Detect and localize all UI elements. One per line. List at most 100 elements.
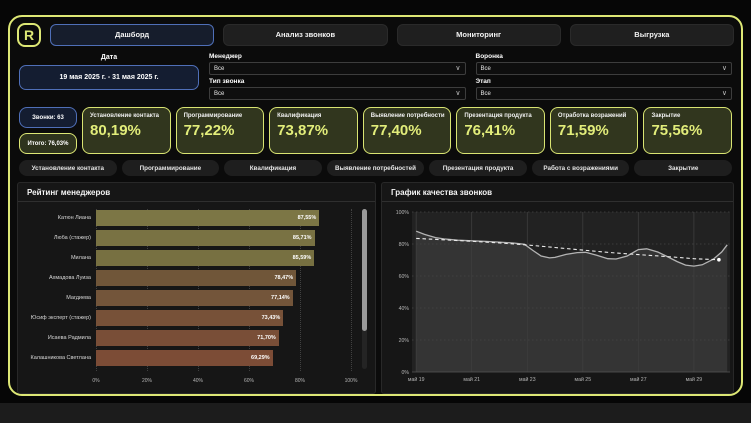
kpi-card-qualification: Квалификация 73,87% [269, 107, 358, 154]
svg-text:май 19: май 19 [408, 376, 425, 383]
bar-chart-x-tick: 40% [192, 378, 204, 384]
app-logo: R [17, 22, 41, 47]
section-tab-closing[interactable]: Закрытие [634, 160, 733, 176]
section-tab-qualification[interactable]: Квалификация [224, 160, 322, 176]
manager-filter: Менеджер Все ∨ [209, 53, 466, 75]
bar-chart-x-tick: 0% [92, 378, 100, 384]
bar-row: Магдиева 77,14% [26, 289, 367, 306]
kpi-card-label: Программирование [183, 113, 243, 119]
tab-monitoring[interactable]: Мониторинг [396, 23, 561, 46]
kpi-card-value: 80,19% [90, 122, 141, 139]
call-type-select[interactable]: Все ∨ [209, 87, 466, 100]
funnel-select[interactable]: Все ∨ [475, 62, 732, 75]
kpi-card-value: 77,40% [370, 122, 422, 139]
bar-chart-gridline [300, 209, 301, 371]
kpi-card-value: 77,22% [183, 122, 235, 139]
svg-text:май 21: май 21 [463, 376, 480, 383]
bar-rows: Катюн Лиана 87,55% Люба (стажер) 85,71% Мила… [26, 209, 367, 366]
bar-value-label: 87,55% [297, 214, 317, 221]
calls-count-badge: Звонки: 63 [19, 107, 77, 128]
svg-text:80%: 80% [399, 242, 410, 248]
kpi-card-value: 73,87% [277, 122, 329, 139]
bar-category-label: Люба (стажер) [53, 234, 91, 241]
tab-export[interactable]: Выгрузка [569, 23, 734, 46]
manager-rating-title: Рейтинг менеджеров [18, 183, 375, 202]
section-tab-needs[interactable]: Выявление потребностей [326, 160, 425, 176]
bar-row: Ахмадова Луиза 78,47% [26, 269, 367, 286]
bar-5: 77,14% [96, 289, 293, 306]
filter-bar: Дата 19 мая 2025 г. - 31 мая 2025 г. Мен… [19, 53, 732, 100]
bar-row: Катюн Лиана 87,55% [26, 209, 367, 226]
bar-8: 69,29% [96, 349, 273, 366]
filter-column-right: Воронка Все ∨ Этап Все ∨ [475, 53, 732, 100]
call-quality-panel: График качества звонков 0% 20% 40% 60% 80% 10… [381, 182, 734, 394]
bar-value-label: 78,47% [274, 274, 294, 281]
funnel-select-value: Все [480, 65, 491, 72]
header: R Дашборд Анализ звонков Мониторинг Выгрузк… [17, 22, 734, 47]
bar-row: Юсиф эксперт (стажер) 73,43% [26, 309, 367, 326]
bar-category-label: Ахмадова Луиза [48, 274, 91, 281]
bar-chart-x-tick: 60% [243, 378, 255, 384]
tab-dashboard[interactable]: Дашборд [50, 23, 215, 46]
scrollbar-thumb[interactable] [362, 209, 367, 331]
bar-value-label: 85,71% [292, 234, 312, 241]
svg-text:май 27: май 27 [630, 376, 647, 383]
kpi-card-label: Установление контакта [90, 113, 160, 119]
kpi-card-label: Отработка возражений [557, 113, 627, 119]
bar-row: Милана 85,59% [26, 249, 367, 266]
bar-category-label: Исаева Радмила [47, 334, 91, 341]
stage-select[interactable]: Все ∨ [475, 87, 732, 100]
stage-filter-label: Этап [475, 78, 491, 85]
svg-text:60%: 60% [399, 274, 410, 280]
kpi-card-programming: Программирование 77,22% [175, 107, 265, 154]
funnel-filter: Воронка Все ∨ [475, 53, 732, 75]
kpi-card-presentation: Презентация продукта 76,41% [456, 107, 545, 154]
total-score-badge: Итого: 76,03% [19, 133, 77, 154]
stage-select-value: Все [480, 90, 491, 97]
call-type-filter-label: Тип звонка [209, 78, 245, 85]
bar-6: 73,43% [96, 309, 284, 326]
section-tab-presentation[interactable]: Презентация продукта [429, 160, 527, 176]
filter-column-left: Менеджер Все ∨ Тип звонка Все ∨ [209, 53, 466, 100]
bar-2: 85,71% [96, 229, 315, 246]
bar-1: 87,55% [96, 209, 320, 226]
kpi-card-contact: Установление контакта 80,19% [82, 107, 171, 154]
kpi-card-objections: Отработка возражений 71,59% [549, 107, 639, 154]
manager-filter-label: Менеджер [209, 53, 242, 60]
call-quality-line-chart: 0% 20% 40% 60% 80% 100% май 19 май 21 май 23 май … [396, 210, 730, 383]
bar-chart-x-tick: 100% [344, 378, 358, 384]
svg-text:100%: 100% [396, 210, 410, 216]
manager-rating-bar-chart: 0% 20% 40% 60% 80% 100% Катюн Лиана 87,55% Люба … [26, 209, 367, 384]
bar-category-label: Милана [70, 254, 91, 261]
manager-select[interactable]: Все ∨ [209, 62, 466, 75]
bar-row: Калашникова Светлана 69,29% [26, 349, 367, 366]
top-tab-bar: Дашборд Анализ звонков Мониторинг Выгрузка [50, 23, 734, 46]
kpi-card-label: Квалификация [277, 113, 322, 119]
kpi-card-label: Выявление потребности [370, 113, 445, 119]
date-range-button[interactable]: 19 мая 2025 г. - 31 мая 2025 г. [19, 65, 199, 90]
bar-chart-scrollbar [362, 209, 367, 369]
call-quality-title: График качества звонков [382, 183, 733, 202]
tab-call-analysis[interactable]: Анализ звонков [223, 23, 388, 46]
svg-text:20%: 20% [399, 338, 410, 344]
date-filter: Дата 19 мая 2025 г. - 31 мая 2025 г. [19, 53, 199, 100]
bar-row: Люба (стажер) 85,71% [26, 229, 367, 246]
kpi-card-label: Презентация продукта [464, 113, 532, 119]
bar-chart-x-tick: 20% [141, 378, 153, 384]
section-tab-objections[interactable]: Работа с возражениями [531, 160, 630, 176]
stage-filter: Этап Все ∨ [475, 78, 732, 100]
bar-row: Исаева Радмила 71,70% [26, 329, 367, 346]
svg-text:май 29: май 29 [686, 376, 703, 383]
bar-value-label: 73,43% [261, 314, 281, 321]
date-filter-label: Дата [100, 54, 118, 61]
bar-category-label: Магдиева [66, 294, 91, 301]
bar-value-label: 69,29% [251, 354, 270, 361]
kpi-card-value: 71,59% [557, 122, 609, 139]
content-panels: Рейтинг менеджеров 0% 20% 40% 60% 80% 100% Кат… [17, 182, 734, 394]
taskbar-strip [0, 403, 751, 423]
section-tab-bar: Установление контакта Программирование Ква… [19, 160, 733, 176]
section-tab-contact[interactable]: Установление контакта [19, 160, 117, 176]
section-tab-programming[interactable]: Программирование [121, 160, 220, 176]
svg-text:0%: 0% [402, 370, 410, 376]
